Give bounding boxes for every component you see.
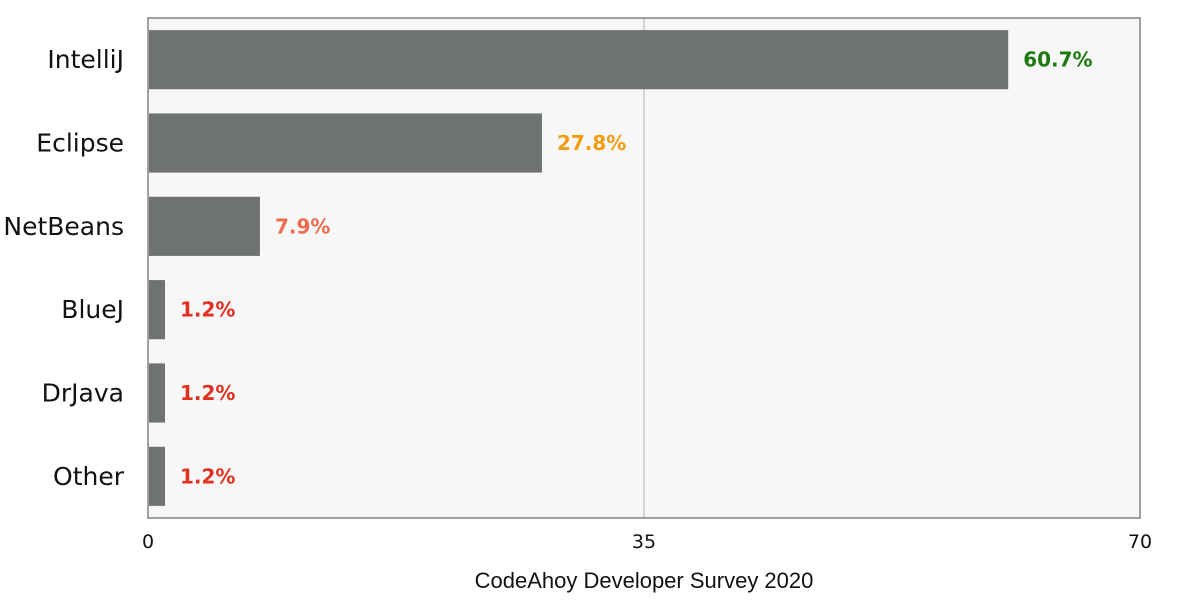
bar-bluej [149, 280, 166, 340]
bar-netbeans [149, 196, 260, 256]
value-label-eclipse: 27.8% [557, 131, 626, 155]
category-label-eclipse: Eclipse [36, 129, 124, 158]
x-axis-title: CodeAhoy Developer Survey 2020 [475, 568, 814, 593]
category-label-drjava: DrJava [42, 379, 124, 408]
category-label-bluej: BlueJ [61, 295, 124, 324]
value-labels: 60.7% 27.8% 7.9% 1.2% 1.2% 1.2% [180, 48, 1093, 489]
category-label-netbeans: NetBeans [3, 212, 124, 241]
category-label-other: Other [53, 462, 125, 491]
plot-frame [147, 17, 1141, 519]
x-tick-label-70: 70 [1128, 531, 1152, 553]
value-label-bluej: 1.2% [180, 298, 235, 322]
x-tick-label-0: 0 [142, 531, 154, 553]
bar-intellij [149, 30, 1009, 90]
value-label-drjava: 1.2% [180, 381, 235, 405]
x-tick-label-35: 35 [632, 531, 656, 553]
bar-drjava [149, 363, 166, 423]
bars-layer [149, 30, 1009, 506]
category-label-intellij: IntelliJ [47, 45, 124, 74]
value-label-intellij: 60.7% [1023, 48, 1092, 72]
category-labels: IntelliJ Eclipse NetBeans BlueJ DrJava Other [3, 45, 124, 491]
value-label-netbeans: 7.9% [275, 214, 330, 238]
bar-eclipse [149, 113, 542, 173]
bar-other [149, 446, 166, 506]
value-label-other: 1.2% [180, 464, 235, 488]
x-ticks: 0 35 70 [142, 531, 1152, 553]
